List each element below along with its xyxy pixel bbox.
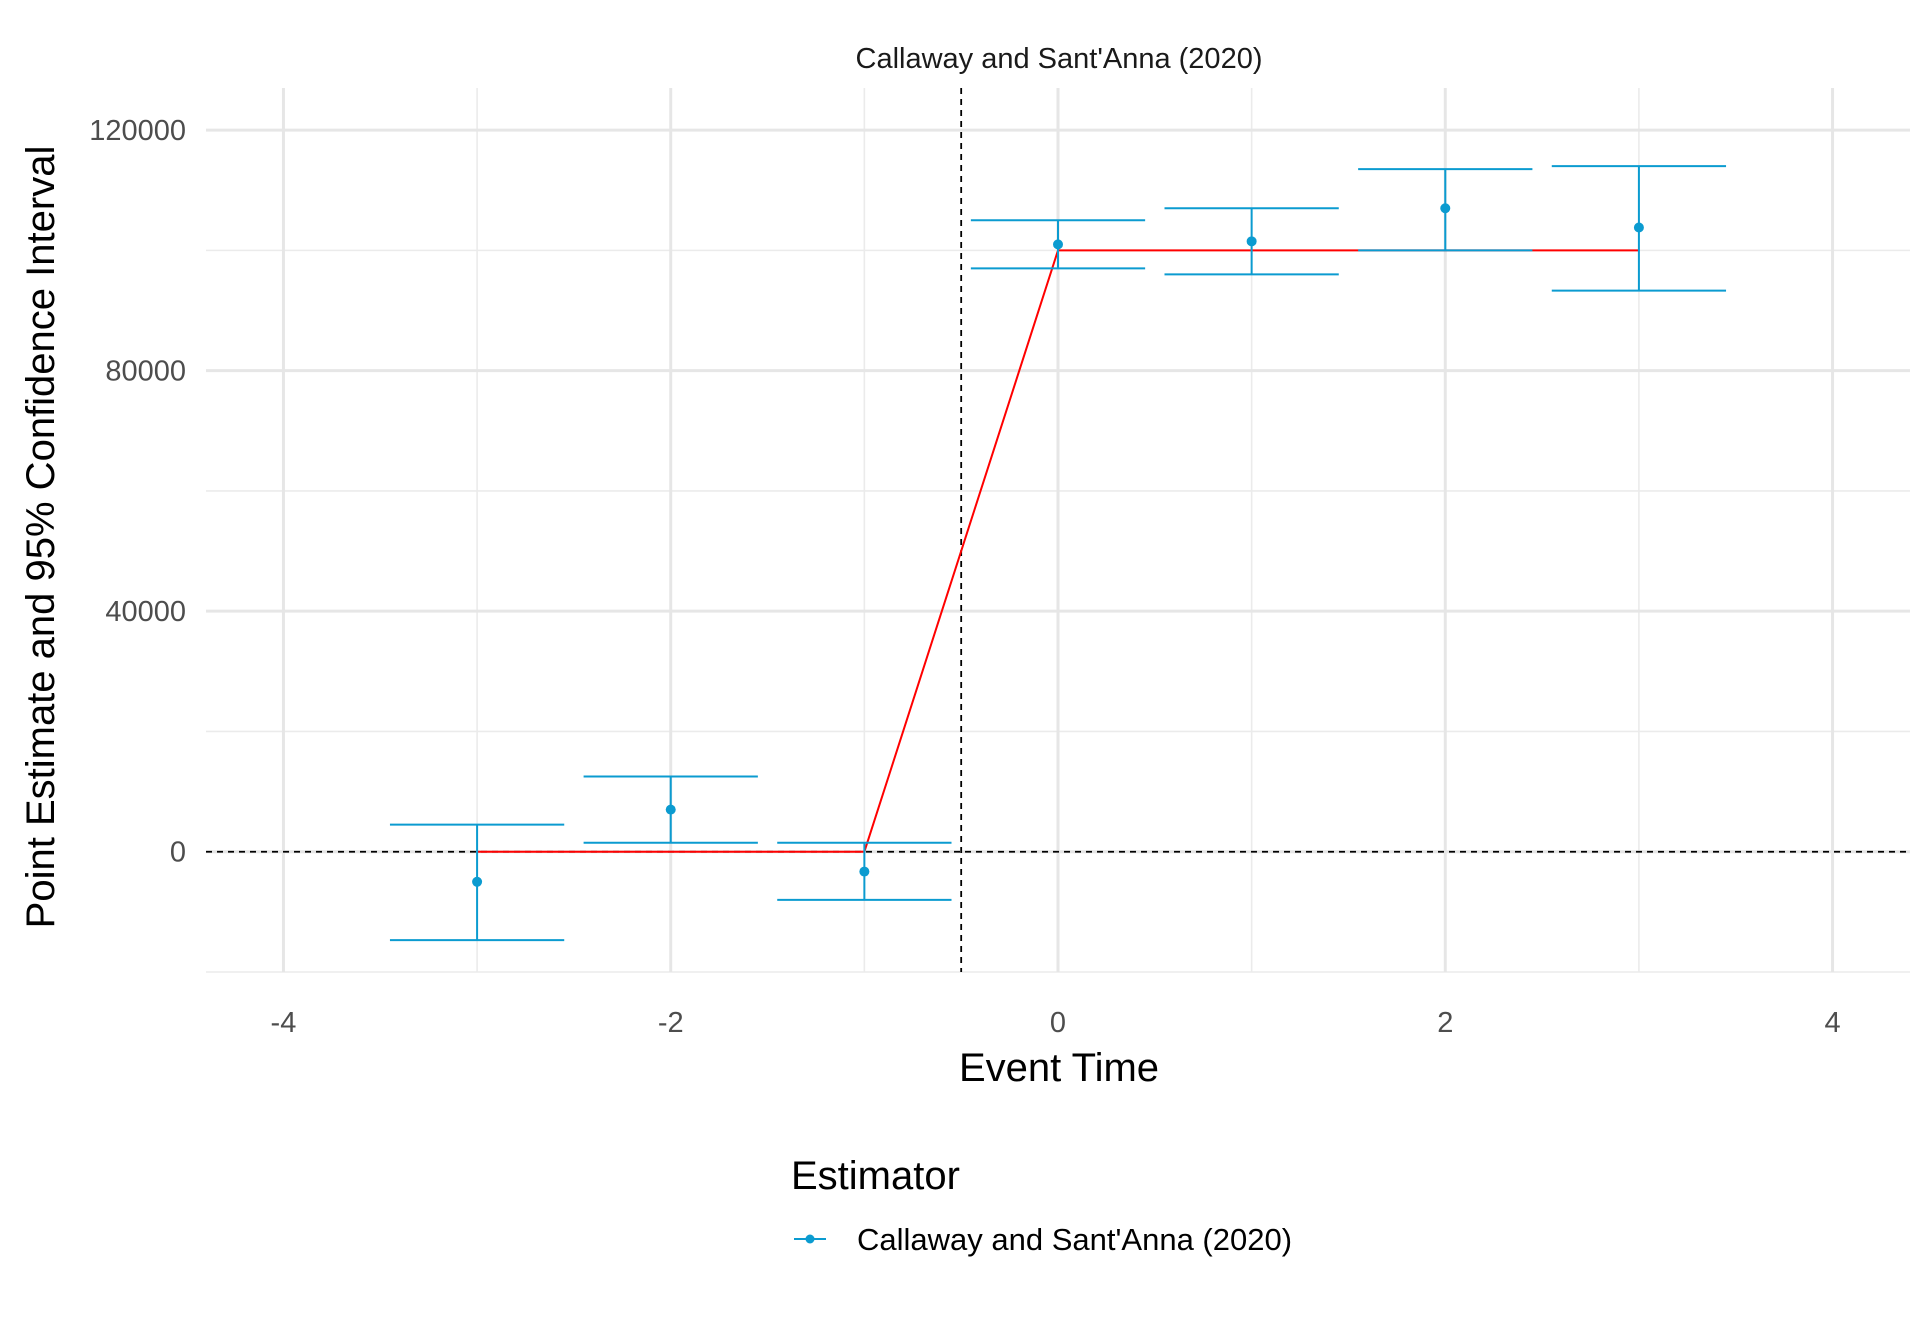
legend: Estimator Callaway and Sant'Anna (2020) [791, 1154, 1292, 1257]
legend-label: Callaway and Sant'Anna (2020) [857, 1222, 1292, 1257]
point-estimate [1440, 203, 1451, 214]
legend-title: Estimator [791, 1154, 960, 1198]
x-tick-label: -4 [271, 1007, 297, 1039]
point-estimate [1053, 239, 1063, 250]
true-effect-line-layer [477, 249, 1639, 853]
y-tick-labels: 0 40000 80000 120000 [89, 115, 186, 869]
x-tick-label: 4 [1824, 1007, 1840, 1039]
x-tick-labels: -4 -2 0 2 4 [271, 1007, 1841, 1039]
point-estimate [1246, 236, 1257, 247]
reference-lines [206, 88, 1910, 972]
y-tick-label: 120000 [89, 115, 186, 147]
y-tick-label: 0 [170, 837, 186, 869]
point-estimate [472, 876, 483, 887]
legend-key [794, 1234, 826, 1244]
legend-key-point [805, 1234, 815, 1244]
chart-title: Callaway and Sant'Anna (2020) [856, 43, 1263, 75]
point-estimate [665, 804, 676, 815]
y-axis-title: Point Estimate and 95% Confidence Interv… [19, 146, 63, 929]
y-tick-label: 80000 [105, 356, 186, 388]
x-tick-label: -2 [658, 1007, 684, 1039]
y-tick-label: 40000 [105, 596, 186, 628]
x-tick-label: 2 [1437, 1007, 1453, 1039]
point-estimate [1633, 222, 1644, 233]
x-axis-title: Event Time [959, 1046, 1159, 1090]
x-tick-label: 0 [1050, 1007, 1066, 1039]
true-effect-line [477, 249, 1639, 853]
points-layer [472, 203, 1644, 887]
point-estimate [859, 866, 870, 877]
